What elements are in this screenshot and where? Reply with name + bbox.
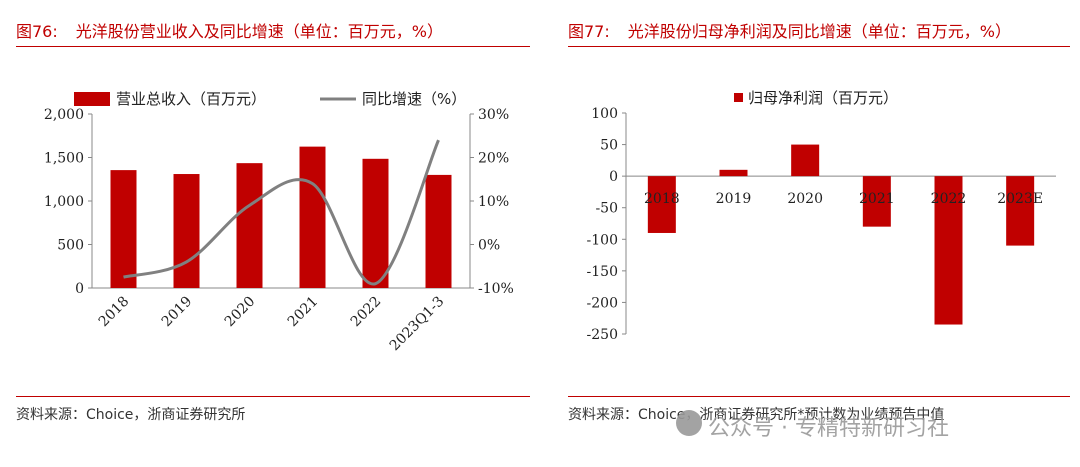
net-profit-chart: 100 50 0 -50 -100 -150 -200 -250 2018 2019 2020 202… <box>587 89 1056 343</box>
footer-rule <box>568 396 1070 397</box>
legend-label-revenue: 营业总收入（百万元） <box>116 90 266 108</box>
watermark-text: 公众号 · 专精特新研习社 <box>708 416 949 441</box>
figure-label: 图77: <box>568 22 610 41</box>
wechat-icon <box>676 410 702 436</box>
y-tick-label: -250 <box>587 327 618 343</box>
y-tick-label: -50 <box>595 201 618 217</box>
legend-swatch-bar <box>734 93 743 102</box>
x-tick-label: 2023Q1-3 <box>387 294 448 355</box>
revenue-bar <box>425 174 452 288</box>
y-left-tick-label: 0 <box>75 281 84 297</box>
net-profit-bar <box>862 176 891 227</box>
x-tick-label: 2023E <box>997 191 1043 207</box>
x-tick-label: 2019 <box>159 294 196 331</box>
y-left-tick-label: 500 <box>57 238 84 254</box>
x-tick-label: 2019 <box>716 191 752 207</box>
x-tick-label: 2018 <box>644 191 680 207</box>
y-left-tick-label: 1,000 <box>44 194 84 210</box>
chart-title: 图77: 光洋股份归母净利润及同比增速（单位：百万元，%） <box>568 18 1011 42</box>
y-tick-label: 0 <box>609 169 618 185</box>
x-tick-label: 2020 <box>787 191 823 207</box>
x-tick-label: 2022 <box>931 191 967 207</box>
legend-label-growth: 同比增速（%） <box>362 90 466 108</box>
y-left-tick-label: 1,500 <box>44 151 84 167</box>
y-tick-label: -100 <box>587 232 618 248</box>
x-tick-label: 2020 <box>222 294 259 331</box>
x-tick-label: 2021 <box>285 294 322 331</box>
y-tick-label: -200 <box>587 295 618 311</box>
net-profit-bar <box>719 169 748 177</box>
figure-label: 图76: <box>16 22 58 41</box>
y-right-tick-label: 30% <box>478 107 509 123</box>
y-tick-label: 100 <box>591 106 618 122</box>
source-note: 资料来源：Choice，浙商证券研究所*预计数为业绩预告中值 <box>568 407 945 423</box>
revenue-chart: 0 500 1,000 1,500 2,000 -10% 0% 10% 20% 30% 2018 20… <box>44 90 514 355</box>
x-tick-label: 2021 <box>859 191 895 207</box>
x-tick-label: 2022 <box>348 294 385 331</box>
y-right-tick-label: 20% <box>478 151 509 167</box>
y-tick-label: 50 <box>600 138 618 154</box>
legend-label-net-profit: 归母净利润（百万元） <box>748 89 898 107</box>
revenue-chart-panel: 图76: 光洋股份营业收入及同比增速（单位：百万元，%） 0 500 1,000 1,5… <box>16 18 530 423</box>
title-rule <box>568 46 1070 47</box>
net-profit-bar <box>934 176 963 325</box>
chart-title: 图76: 光洋股份营业收入及同比增速（单位：百万元，%） <box>16 18 443 42</box>
y-right-tick-label: 10% <box>478 194 509 210</box>
revenue-bar <box>173 174 200 288</box>
source-note: 资料来源：Choice，浙商证券研究所 <box>16 407 246 423</box>
revenue-bar <box>299 146 326 288</box>
title-text: 光洋股份归母净利润及同比增速（单位：百万元，%） <box>627 22 1011 41</box>
x-tick-label: 2018 <box>96 294 133 331</box>
growth-line <box>123 139 440 286</box>
net-profit-bar <box>647 176 676 233</box>
revenue-bar <box>236 163 263 288</box>
y-tick-label: -150 <box>587 264 618 280</box>
title-rule <box>16 46 530 47</box>
legend-swatch-bar <box>74 92 110 106</box>
net-profit-bar <box>1006 176 1035 246</box>
net-profit-bar <box>791 144 820 177</box>
y-right-tick-label: -10% <box>478 281 514 297</box>
net-profit-chart-panel: 图77: 光洋股份归母净利润及同比增速（单位：百万元，%） 100 50 0 -50 -1… <box>552 0 1080 467</box>
revenue-bar <box>362 158 389 288</box>
footer-rule <box>16 396 530 397</box>
title-text: 光洋股份营业收入及同比增速（单位：百万元，%） <box>75 22 443 41</box>
y-right-tick-label: 0% <box>478 238 500 254</box>
revenue-bar <box>110 170 137 288</box>
y-left-tick-label: 2,000 <box>44 107 84 123</box>
